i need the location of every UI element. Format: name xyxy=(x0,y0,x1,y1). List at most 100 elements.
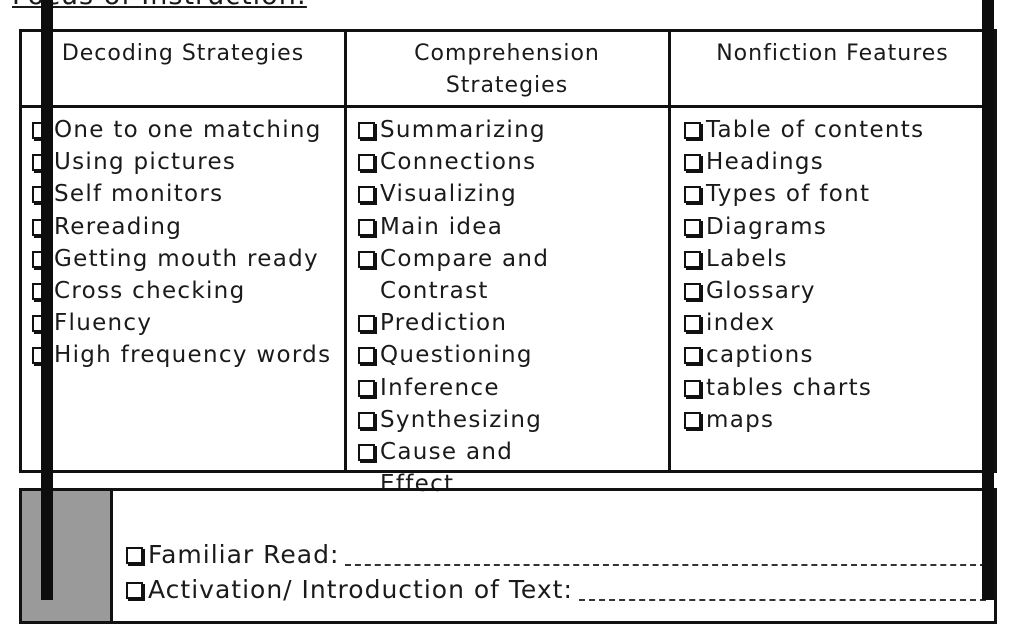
column-divider xyxy=(668,32,671,470)
item-text: index xyxy=(706,310,776,337)
scan-bar xyxy=(41,0,53,600)
item-text: Main idea xyxy=(380,213,504,240)
checklist-item: Summarizing xyxy=(358,114,558,146)
checklist-item: Diagrams xyxy=(684,211,989,243)
item-text: Questioning xyxy=(380,342,533,369)
checklist-item: Questioning xyxy=(358,339,558,371)
checklist-item: Main idea xyxy=(358,211,558,243)
checkbox xyxy=(358,122,375,139)
lesson-label: Familiar Read: xyxy=(148,540,340,569)
lesson-box: Familiar Read: Activation/ Introduction o… xyxy=(19,488,997,624)
checkbox xyxy=(684,411,701,429)
page: Focus of Instruction: Decoding Strategie… xyxy=(12,0,997,624)
item-text: Inference xyxy=(380,374,500,401)
column-heading: Nonfiction Features xyxy=(716,41,949,66)
checklist-item: Rereading xyxy=(32,211,342,243)
item-text: Rereading xyxy=(54,213,183,240)
item-text: Types of font xyxy=(706,181,871,208)
checklist-item: Self monitors xyxy=(32,178,342,210)
strategies-table: Decoding Strategies Comprehension Strate… xyxy=(19,29,997,497)
checklist-item: Table of contents xyxy=(684,114,989,146)
checkbox xyxy=(684,218,701,236)
column-list: Summarizing Connections Visualizing Main id… xyxy=(358,114,558,500)
checklist-item: Labels xyxy=(684,243,989,275)
item-text: Synthesizing xyxy=(380,406,543,433)
checklist-item: One to one matching xyxy=(32,114,342,146)
column-list: Table of contents Headings Types of font Di… xyxy=(684,114,989,436)
checkbox xyxy=(126,582,143,599)
checkbox xyxy=(358,347,375,365)
checkbox xyxy=(358,444,375,462)
checklist-item: Glossary xyxy=(684,275,989,307)
column-list: One to one matching Using pictures Self mo… xyxy=(32,114,342,372)
item-text: Prediction xyxy=(380,310,508,337)
item-text: tables charts xyxy=(706,374,873,401)
item-text: Summarizing xyxy=(380,117,546,143)
checklist-item: Inference xyxy=(358,372,558,404)
checklist-item: Headings xyxy=(684,146,989,178)
answer-blank xyxy=(345,537,986,566)
answer-blank xyxy=(578,572,986,601)
scan-bar xyxy=(982,0,994,600)
checklist-item: Cross checking xyxy=(32,275,342,307)
checkbox xyxy=(684,186,701,204)
checkbox xyxy=(684,250,701,268)
checkbox xyxy=(684,122,701,139)
checkbox xyxy=(358,218,375,236)
item-text: Glossary xyxy=(706,278,816,305)
checklist-item: Visualizing xyxy=(358,178,558,210)
lesson-item: Activation/ Introduction of Text: xyxy=(126,572,986,607)
item-text: One to one matching xyxy=(54,117,322,143)
checklist-item: Connections xyxy=(358,146,558,178)
item-text: Cross checking xyxy=(54,278,246,305)
checkbox xyxy=(358,315,375,333)
checklist-item: Getting mouth ready xyxy=(32,243,342,275)
item-text: Getting mouth ready xyxy=(54,245,319,272)
checkbox xyxy=(358,379,375,397)
checkbox xyxy=(684,347,701,365)
item-text: maps xyxy=(706,406,775,433)
item-text: Self monitors xyxy=(54,181,224,208)
header-row xyxy=(22,32,994,108)
checkbox xyxy=(684,315,701,333)
checkbox xyxy=(358,250,375,268)
checkbox xyxy=(358,186,375,204)
lesson-list: Familiar Read: Activation/ Introduction o… xyxy=(126,537,986,607)
gray-cell xyxy=(22,491,113,621)
item-text: Labels xyxy=(706,245,788,272)
checkbox xyxy=(126,547,143,564)
checklist-item: Using pictures xyxy=(32,146,342,178)
checklist-item: Compare and Contrast xyxy=(358,243,558,307)
checklist-item: Synthesizing xyxy=(358,404,558,436)
checklist-item: Fluency xyxy=(32,307,342,339)
lesson-label: Activation/ Introduction of Text: xyxy=(148,575,573,604)
checklist-item: maps xyxy=(684,404,989,436)
checkbox xyxy=(684,154,701,172)
checklist-item: captions xyxy=(684,339,989,371)
item-text: Fluency xyxy=(54,310,153,337)
item-text: Headings xyxy=(706,149,825,176)
section-title: Focus of Instruction: xyxy=(12,0,307,11)
item-text: Connections xyxy=(380,149,537,176)
checkbox xyxy=(358,411,375,429)
checkbox xyxy=(358,154,375,172)
checklist-item: Cause and Effect xyxy=(358,436,558,500)
item-text: Diagrams xyxy=(706,213,828,240)
item-text: captions xyxy=(706,342,814,369)
item-text: Compare and Contrast xyxy=(380,245,550,305)
lesson-item: Familiar Read: xyxy=(126,537,986,572)
item-text: Table of contents xyxy=(706,117,925,143)
item-text: Using pictures xyxy=(54,149,237,176)
column-heading: Decoding Strategies xyxy=(61,41,305,66)
checklist-item: Types of font xyxy=(684,178,989,210)
checklist-item: index xyxy=(684,307,989,339)
checklist-item: Prediction xyxy=(358,307,558,339)
column-divider xyxy=(344,32,347,470)
column-heading: Comprehension Strategies xyxy=(414,41,600,98)
checkbox xyxy=(684,283,701,301)
item-text: Visualizing xyxy=(380,181,517,208)
checklist-item: tables charts xyxy=(684,372,989,404)
item-text: Cause and Effect xyxy=(380,439,514,498)
checklist-item: High frequency words xyxy=(32,339,342,371)
item-text: High frequency words xyxy=(54,342,332,369)
